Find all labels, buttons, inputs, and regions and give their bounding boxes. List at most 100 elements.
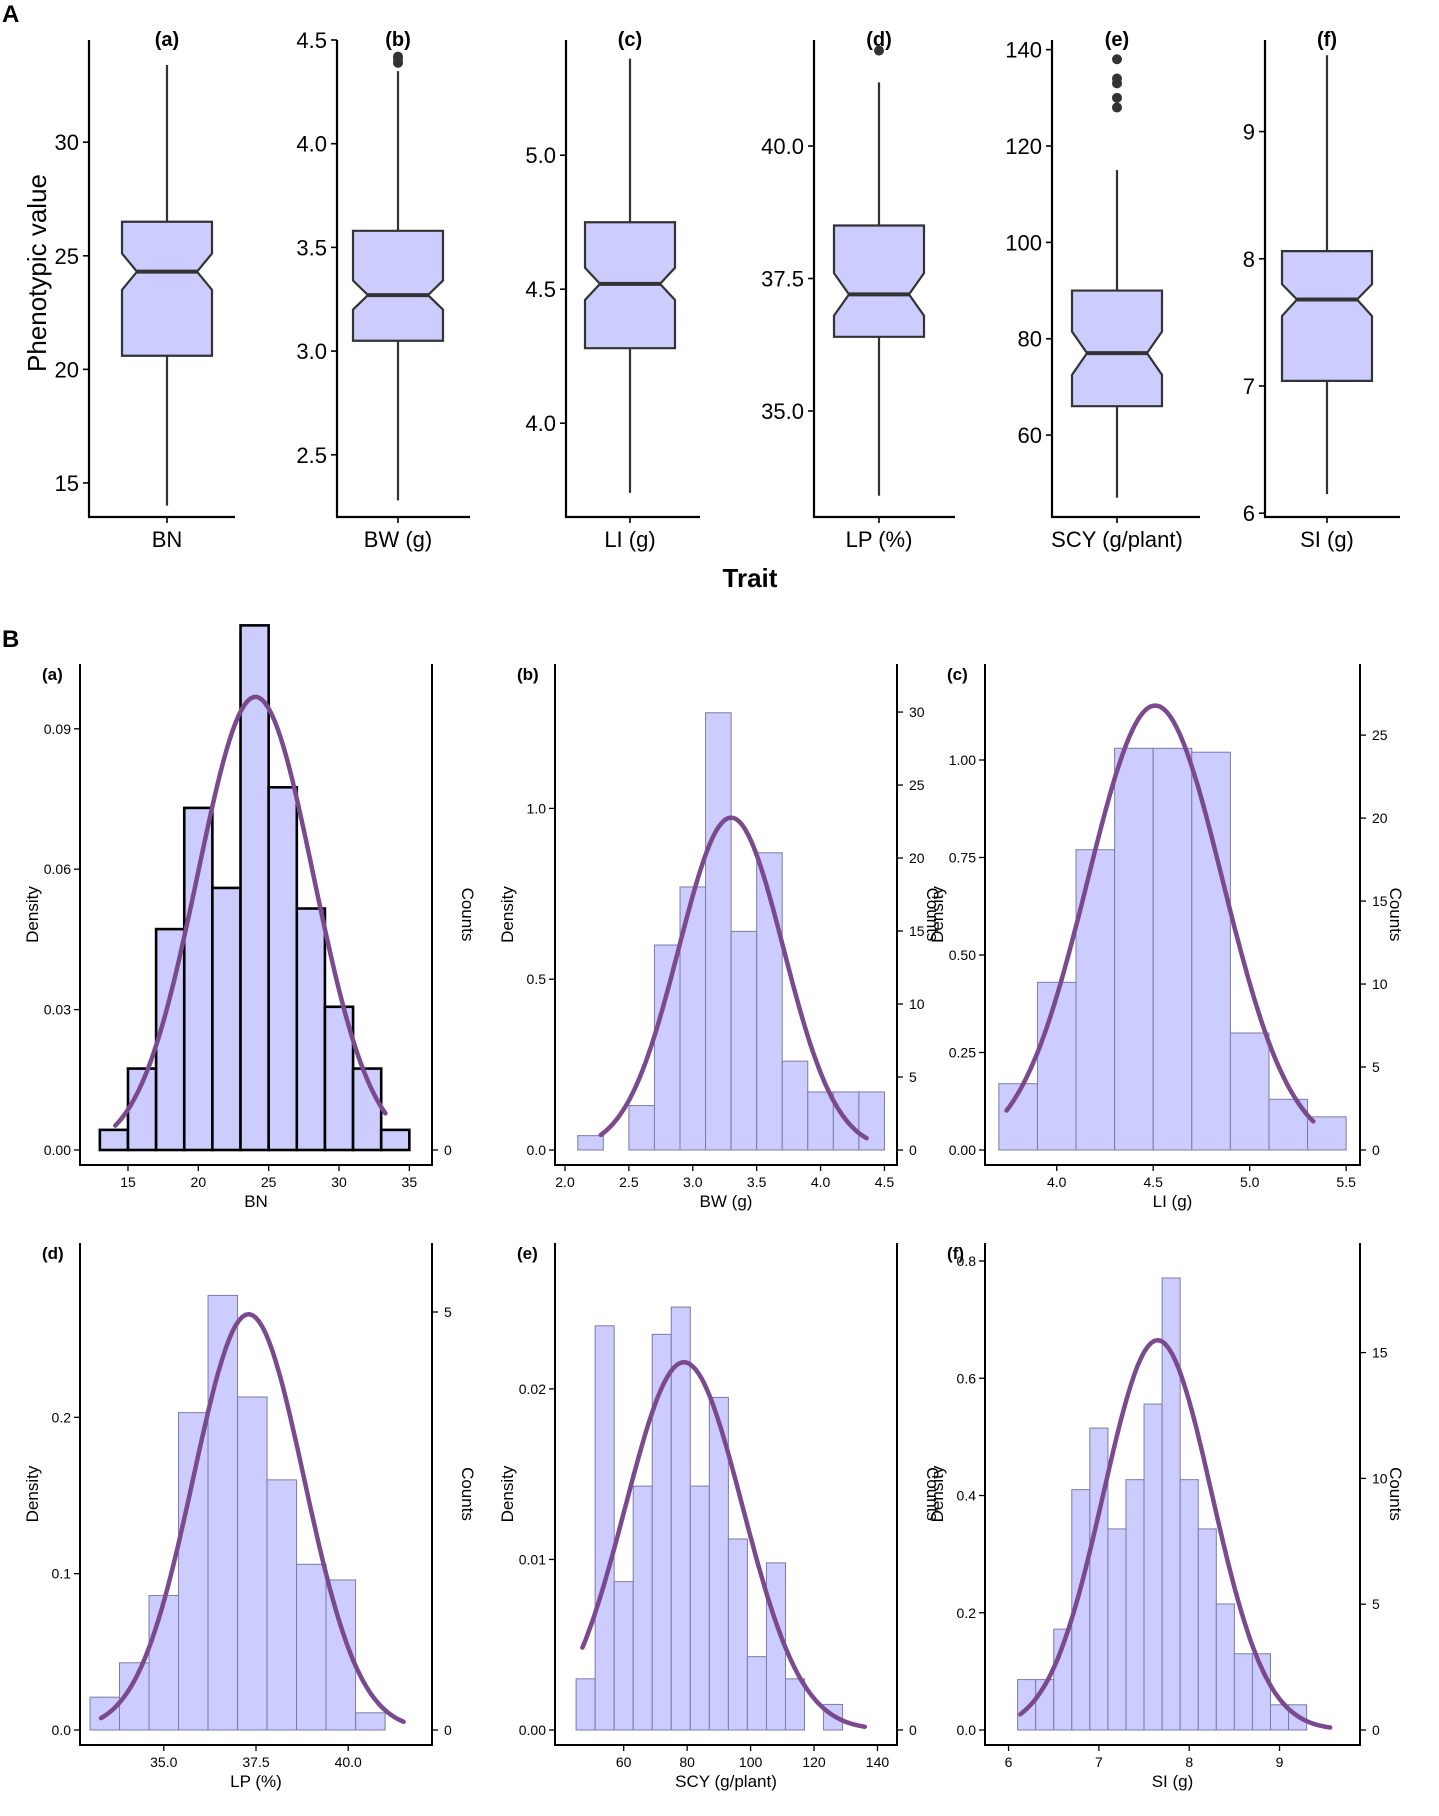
notched-box bbox=[1070, 289, 1164, 408]
histogram-bar bbox=[651, 1333, 672, 1731]
y-tick-label: 0.0 bbox=[957, 1722, 977, 1738]
histogram-bar bbox=[182, 806, 214, 1152]
histogram-a: 0.00 0.03 0.06 0.09 0 15 20 25 30 35 BN Density Coun… bbox=[23, 624, 477, 1211]
histogram-bar bbox=[1215, 1603, 1235, 1731]
outlier-point bbox=[874, 45, 884, 56]
boxplot-a: 15 20 25 30 BN (a) bbox=[55, 29, 235, 552]
outlier-point bbox=[1112, 73, 1122, 84]
histogram-bar bbox=[1268, 1098, 1309, 1151]
histogram-bar bbox=[295, 907, 327, 1152]
notched-box bbox=[1280, 250, 1374, 382]
y-tick-label: 3.5 bbox=[296, 235, 327, 260]
histogram-bar bbox=[575, 1678, 596, 1731]
y-tick-label: 40.0 bbox=[761, 134, 804, 159]
y2-tick-label: 0 bbox=[909, 1142, 917, 1158]
x-tick-label: 9 bbox=[1276, 1754, 1284, 1770]
panel-title: (b) bbox=[385, 29, 411, 51]
boxplot-e: 60 80 100 120 140 SCY (g/plant) (e) bbox=[1005, 29, 1200, 552]
notched-box bbox=[832, 224, 926, 338]
outlier-point bbox=[393, 51, 403, 62]
y-tick-label: 8 bbox=[1243, 247, 1255, 272]
histogram-bar bbox=[1114, 747, 1154, 1151]
histogram-bar bbox=[266, 1479, 298, 1731]
density-curve bbox=[1018, 1337, 1333, 1730]
panel-title: (b) bbox=[517, 665, 539, 684]
panel-title: (c) bbox=[618, 29, 642, 51]
y-tick-label: 3.0 bbox=[296, 339, 327, 364]
y-tick-label: 0.03 bbox=[44, 1002, 71, 1018]
y-tick-label: 5.0 bbox=[525, 143, 556, 168]
histogram-bar bbox=[1125, 1479, 1145, 1731]
y-tick-label: 0.1 bbox=[52, 1566, 72, 1582]
x-tick-label: 7 bbox=[1095, 1754, 1103, 1770]
x-tick-label: 20 bbox=[191, 1174, 207, 1190]
x-tick-label: 8 bbox=[1185, 1754, 1193, 1770]
histogram-bar bbox=[1089, 1427, 1109, 1731]
y2-tick-label: 15 bbox=[1372, 1345, 1388, 1361]
x-tick-label: 2.0 bbox=[555, 1174, 575, 1190]
y-tick-label: 0.00 bbox=[44, 1142, 71, 1158]
histogram-bar bbox=[746, 1656, 767, 1731]
y-tick-label: 0.06 bbox=[44, 861, 71, 877]
panel-title: (d) bbox=[42, 1244, 64, 1263]
x-tick-label: 60 bbox=[616, 1754, 632, 1770]
outlier-point bbox=[1112, 92, 1122, 103]
y2-tick-label: 0 bbox=[1372, 1142, 1380, 1158]
y-tick-label: 0.00 bbox=[949, 1142, 976, 1158]
x-tick-label: 25 bbox=[261, 1174, 277, 1190]
histogram-bar bbox=[237, 1396, 268, 1731]
histogram-bar bbox=[267, 785, 299, 1152]
density-curve bbox=[598, 815, 869, 1141]
y2-tick-label: 25 bbox=[1372, 727, 1388, 743]
y-tick-label: 0.0 bbox=[527, 1142, 547, 1158]
histogram-bar bbox=[1179, 1479, 1199, 1731]
panel-title: (a) bbox=[155, 29, 179, 51]
panel-a-x-axis-title: Trait bbox=[723, 563, 778, 593]
y-tick-label: 0.02 bbox=[519, 1381, 546, 1397]
x-tick-label: 4.0 bbox=[1047, 1174, 1067, 1190]
boxplot-c: 4.0 4.5 5.0 LI (g) (c) bbox=[525, 29, 700, 552]
x-tick-label: 37.5 bbox=[242, 1754, 269, 1770]
histogram-bar bbox=[355, 1712, 386, 1731]
y-tick-label: 4.5 bbox=[525, 277, 556, 302]
y-tick-label: 80 bbox=[1018, 327, 1042, 352]
y2-tick-label: 5 bbox=[909, 1069, 917, 1085]
y2-axis-title: Counts bbox=[923, 888, 942, 942]
histogram-bar bbox=[577, 1135, 604, 1151]
x-axis-title: LI (g) bbox=[1153, 1192, 1193, 1211]
histogram-bar bbox=[1143, 1403, 1163, 1731]
y-tick-label: 0.25 bbox=[949, 1045, 976, 1061]
y-tick-label: 9 bbox=[1243, 120, 1255, 145]
y-axis-title: Density bbox=[23, 886, 42, 943]
panel-title: (f) bbox=[1317, 29, 1337, 51]
density-curve bbox=[580, 1360, 868, 1730]
y-tick-label: 0.2 bbox=[52, 1409, 72, 1425]
panel-a-label: A bbox=[2, 1, 19, 28]
histogram-bar bbox=[1229, 1032, 1270, 1151]
y2-axis-title: Counts bbox=[923, 1467, 942, 1521]
y-tick-label: 0.75 bbox=[949, 850, 976, 866]
histogram-bar bbox=[784, 1678, 806, 1731]
histogram-bar bbox=[689, 1485, 710, 1731]
x-tick-label: BW (g) bbox=[364, 527, 432, 552]
y-tick-label: 4.0 bbox=[525, 411, 556, 436]
y-tick-label: 100 bbox=[1005, 230, 1042, 255]
y2-axis-title: Counts bbox=[458, 888, 477, 942]
x-tick-label: 4.5 bbox=[1143, 1174, 1163, 1190]
x-tick-label: LP (%) bbox=[846, 527, 913, 552]
y-tick-label: 0.50 bbox=[949, 947, 976, 963]
histogram-bar bbox=[653, 944, 681, 1151]
histogram-c: 0.00 0.25 0.50 0.75 1.00 0 5 10 15 20 25 4.0 4.5 5.0 5… bbox=[928, 664, 1405, 1211]
x-tick-label: SCY (g/plant) bbox=[1051, 527, 1183, 552]
y-tick-label: 0.09 bbox=[44, 721, 71, 737]
y2-tick-label: 10 bbox=[1372, 1470, 1388, 1486]
histogram-bar bbox=[807, 1091, 834, 1151]
x-tick-label: 3.0 bbox=[683, 1174, 703, 1190]
histogram-e: 0.00 0.01 0.02 0 60 80 100 120 140 SCY (g/plant) D… bbox=[498, 1243, 942, 1791]
x-tick-label: 100 bbox=[739, 1754, 763, 1770]
density-curve bbox=[98, 1311, 406, 1725]
histogram-bar bbox=[148, 1595, 180, 1731]
histogram-bar bbox=[594, 1325, 615, 1731]
histogram-bar bbox=[632, 1485, 653, 1731]
